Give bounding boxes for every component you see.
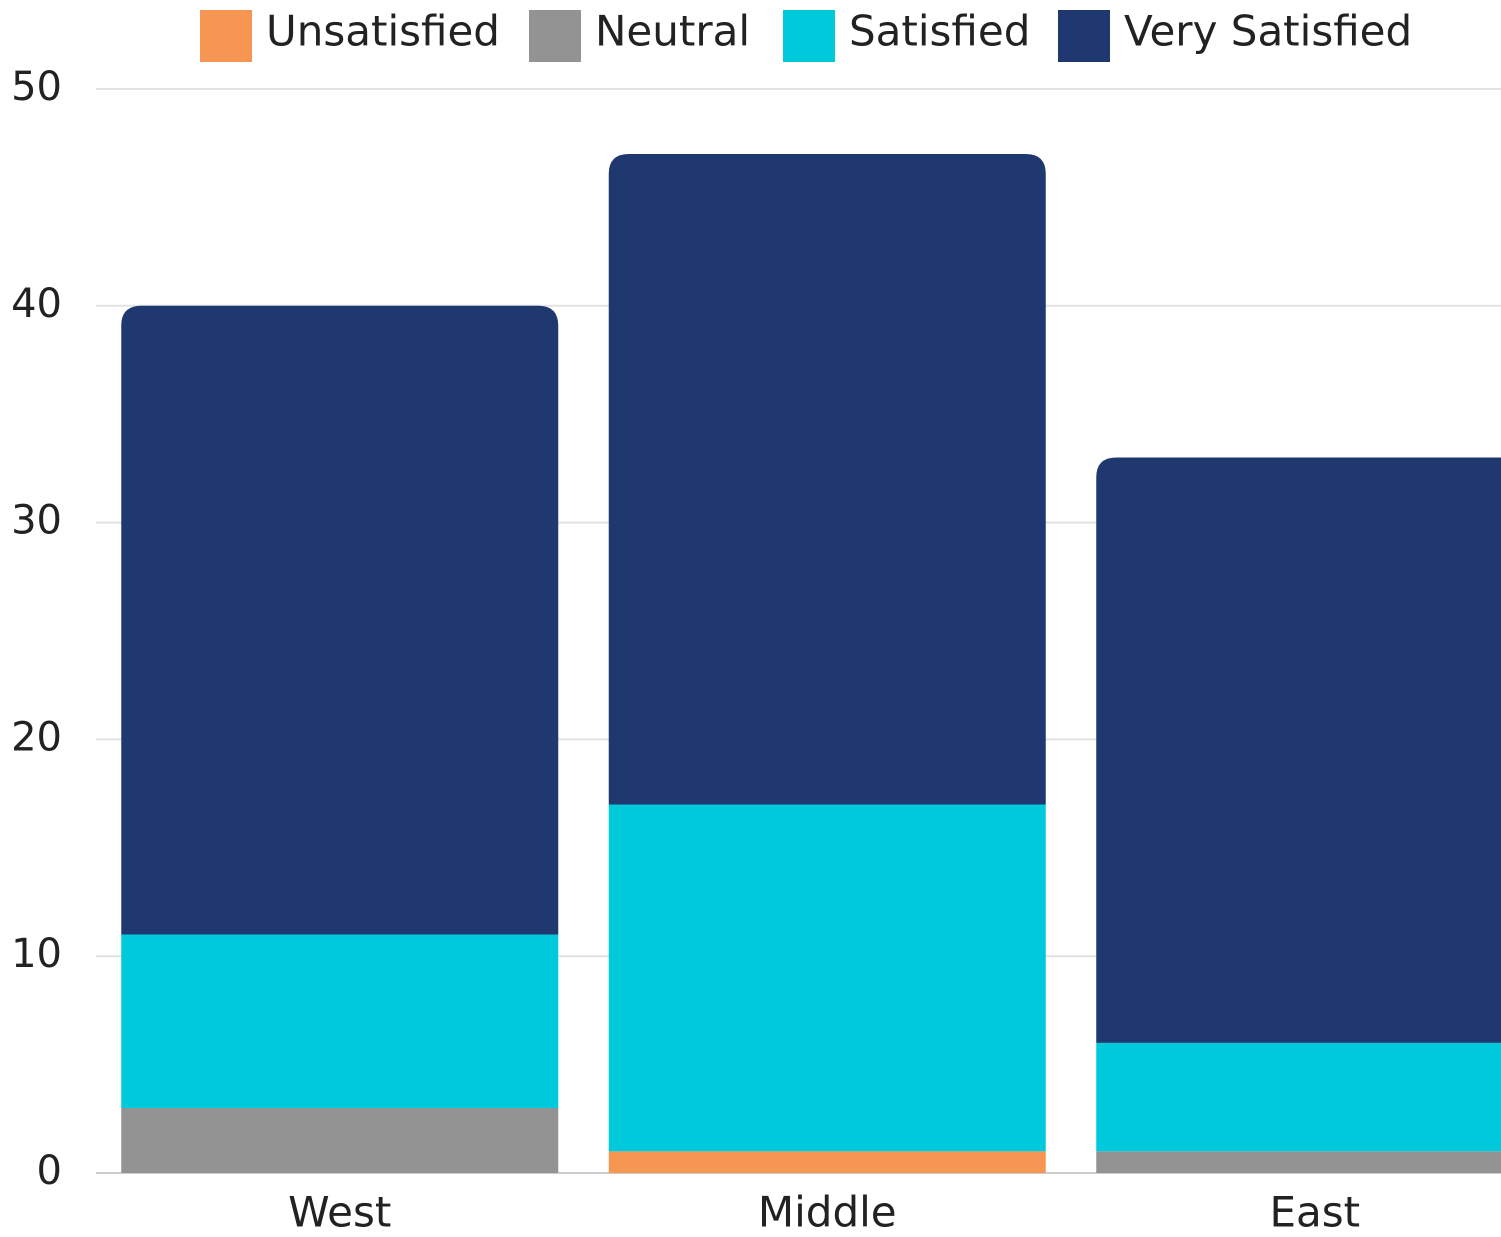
y-tick-label: 30: [11, 498, 62, 544]
legend-label: Satisfied: [849, 7, 1030, 56]
bar-segment: [121, 934, 559, 1108]
bar-segment: [121, 1107, 559, 1173]
legend-label: Neutral: [595, 7, 750, 56]
legend-label: Very Satisfied: [1124, 7, 1412, 56]
bar-segment: [608, 804, 1046, 1152]
legend-swatch: [529, 10, 581, 62]
legend-swatch: [200, 10, 252, 62]
y-tick-label: 0: [37, 1148, 62, 1194]
bar-segment: [1096, 1042, 1501, 1152]
bar-segment: [121, 305, 559, 935]
legend-label: Unsatisfied: [266, 7, 500, 56]
y-tick-label: 50: [11, 64, 62, 110]
bar-segment: [608, 1151, 1046, 1173]
y-tick-label: 20: [11, 714, 62, 760]
bar-segment: [1096, 457, 1501, 1043]
x-tick-label: Middle: [758, 1188, 897, 1237]
y-tick-label: 40: [11, 281, 62, 327]
x-tick-label: East: [1269, 1188, 1360, 1237]
legend-swatch: [783, 10, 835, 62]
y-tick-label: 10: [11, 931, 62, 977]
legend-swatch: [1058, 10, 1110, 62]
bar-segment: [1096, 1151, 1501, 1173]
x-tick-label: West: [288, 1188, 391, 1237]
bar-segment: [608, 154, 1046, 805]
